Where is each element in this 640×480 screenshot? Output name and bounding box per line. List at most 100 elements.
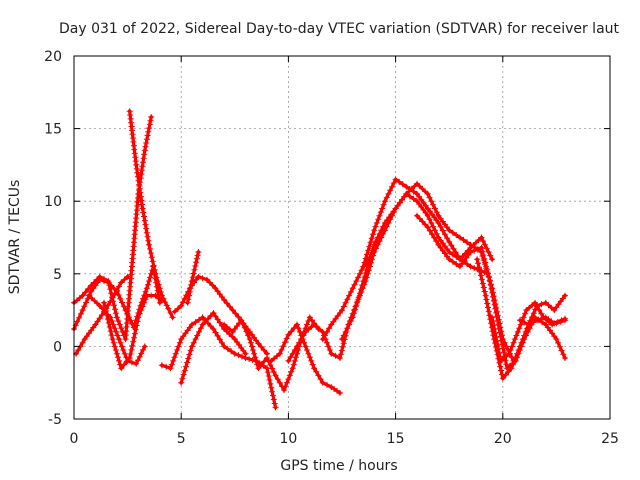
data-point: [543, 301, 548, 305]
data-point: [526, 322, 531, 327]
data-point: [143, 148, 147, 153]
data-point: [479, 235, 484, 240]
data-point: [350, 286, 355, 291]
data-point: [468, 264, 473, 269]
data-point: [166, 306, 171, 311]
x-tick-label: 25: [601, 431, 619, 447]
y-tick-label: -5: [48, 412, 62, 428]
data-point: [222, 327, 226, 331]
data-point: [97, 303, 102, 308]
data-point: [213, 286, 218, 291]
data-point: [125, 359, 130, 363]
data-point: [89, 283, 93, 288]
data-point: [320, 337, 325, 341]
data-point: [119, 280, 123, 285]
data-point: [106, 279, 111, 283]
data-point: [415, 182, 419, 186]
data-point: [329, 322, 334, 327]
y-tick-label: 0: [53, 339, 62, 355]
data-point: [490, 315, 494, 320]
data-point: [554, 337, 559, 341]
data-point: [320, 330, 325, 334]
data-point: [458, 257, 462, 262]
data-point: [173, 309, 177, 314]
data-point: [265, 351, 269, 356]
data-point: [490, 257, 494, 262]
data-point: [496, 322, 501, 327]
data-point: [507, 351, 512, 356]
data-point: [222, 322, 226, 327]
data-point: [80, 293, 85, 298]
data-point: [179, 337, 183, 341]
data-point: [149, 115, 153, 119]
data-point: [361, 264, 366, 269]
data-point: [372, 243, 377, 247]
data-point: [468, 250, 473, 254]
data-point: [436, 235, 441, 240]
data-point: [147, 243, 151, 247]
data-point: [153, 272, 158, 276]
chart-title: Day 031 of 2022, Sidereal Day-to-day VTE…: [59, 21, 620, 37]
data-point: [340, 308, 344, 312]
data-point: [278, 351, 282, 356]
data-point: [256, 341, 261, 346]
data-point: [190, 344, 194, 349]
ticks: [73, 55, 611, 420]
data-point: [404, 184, 409, 189]
data-point: [383, 199, 387, 203]
data-point: [303, 330, 308, 334]
data-point: [160, 293, 164, 298]
data-point: [196, 250, 201, 254]
data-point: [518, 344, 522, 349]
data-point: [273, 405, 278, 410]
data-point: [248, 330, 252, 334]
data-point: [89, 289, 93, 294]
data-point: [160, 363, 164, 368]
data-point: [436, 243, 441, 247]
data-point: [256, 366, 261, 371]
data-point: [269, 359, 274, 363]
series-line: [160, 315, 278, 409]
data-point: [243, 356, 248, 360]
data-point: [340, 337, 344, 341]
data-point: [458, 264, 462, 269]
data-point: [117, 337, 121, 341]
data-point: [338, 391, 342, 395]
data-point: [447, 228, 452, 232]
data-point: [552, 321, 557, 326]
plot-frame: [73, 55, 611, 420]
data-point: [295, 322, 299, 327]
data-point: [145, 293, 149, 298]
data-point: [436, 213, 441, 218]
series-arc-9: [158, 314, 279, 411]
data-point: [488, 279, 492, 283]
data-point: [168, 366, 173, 371]
data-point: [134, 163, 138, 167]
data-point: [222, 344, 226, 349]
y-axis-title: SDTVAR / TECUs: [7, 180, 23, 295]
data-point: [286, 359, 291, 363]
y-tick-label: 20: [44, 49, 62, 65]
data-point: [361, 279, 366, 283]
x-axis-title: GPS time / hours: [280, 458, 397, 474]
data-point: [312, 322, 316, 327]
data-point: [372, 250, 377, 254]
data-point: [125, 274, 130, 279]
data-point: [74, 351, 78, 356]
data-point: [533, 301, 537, 305]
data-point: [447, 257, 452, 262]
data-point: [97, 274, 102, 279]
data-point: [415, 199, 419, 203]
data-point: [303, 344, 308, 349]
data-point: [170, 315, 175, 320]
data-point: [295, 344, 299, 349]
data-point: [282, 388, 286, 392]
data-point: [509, 366, 514, 371]
data-point: [498, 359, 503, 363]
x-tick-label: 20: [494, 431, 512, 447]
y-tick-label: 10: [44, 194, 62, 210]
data-point: [563, 293, 567, 298]
data-point: [426, 225, 430, 230]
